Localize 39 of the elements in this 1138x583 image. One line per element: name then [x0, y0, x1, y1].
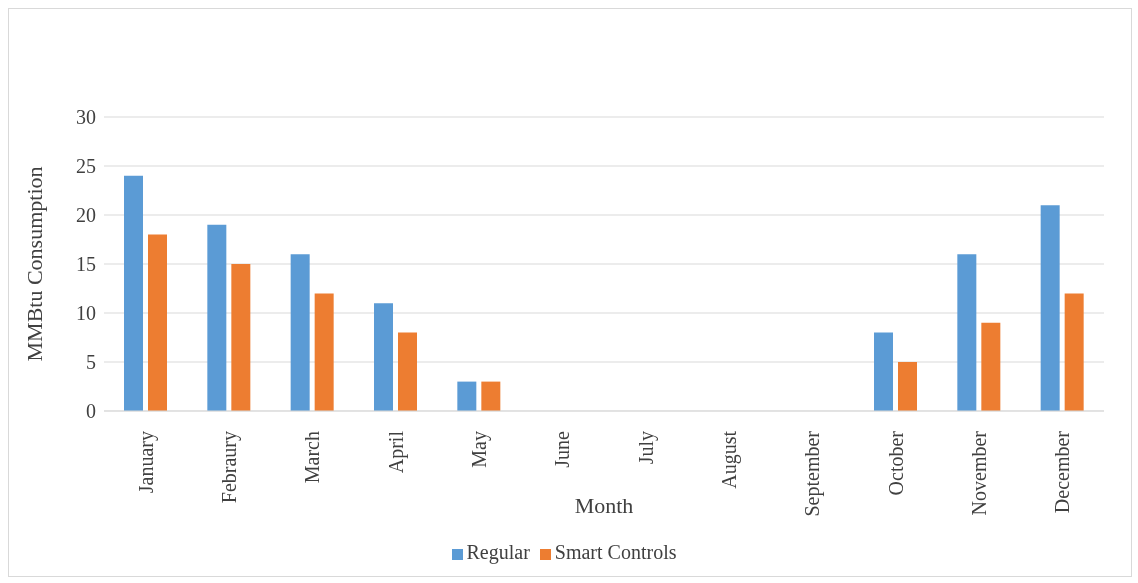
x-tick-label: March: [301, 431, 324, 484]
x-tick-label: Febraury: [218, 431, 241, 504]
legend-label: Regular: [466, 541, 530, 563]
bar: [148, 234, 167, 411]
bar: [957, 254, 977, 411]
bar: [231, 264, 251, 411]
y-tick-label: 5: [86, 351, 96, 374]
bar: [290, 254, 310, 411]
bar: [207, 224, 227, 411]
y-axis-title: MMBtu Consumption: [21, 166, 47, 362]
y-tick-label: 20: [76, 204, 96, 227]
bar: [457, 381, 477, 411]
y-tick-label: 10: [76, 302, 96, 325]
y-tick-label: 0: [86, 400, 96, 423]
bar: [1040, 205, 1060, 411]
y-tick-label: 30: [76, 106, 96, 129]
bar: [124, 175, 143, 411]
y-tick-label: 15: [76, 253, 96, 276]
bar: [398, 332, 417, 411]
x-tick-label: September: [801, 430, 825, 517]
x-tick-label: April: [384, 430, 408, 474]
bar: [1064, 293, 1084, 411]
x-tick-label: August: [718, 430, 741, 489]
x-tick-label: November: [968, 430, 990, 516]
x-tick-label: June: [551, 430, 574, 468]
x-axis-title: Month: [574, 493, 634, 518]
y-tick-label: 25: [76, 155, 96, 178]
legend-label: Smart Controls: [554, 541, 677, 563]
bar: [374, 303, 393, 411]
bar: [898, 362, 917, 411]
x-tick-label: May: [468, 431, 491, 468]
bar: [481, 381, 501, 411]
bar: [981, 322, 1001, 411]
x-tick-label: October: [884, 430, 907, 496]
bar: [314, 293, 334, 411]
x-tick-label: December: [1051, 430, 1074, 514]
x-tick-label: July: [634, 431, 658, 465]
bar: [874, 332, 893, 411]
x-tick-label: January: [134, 431, 158, 494]
